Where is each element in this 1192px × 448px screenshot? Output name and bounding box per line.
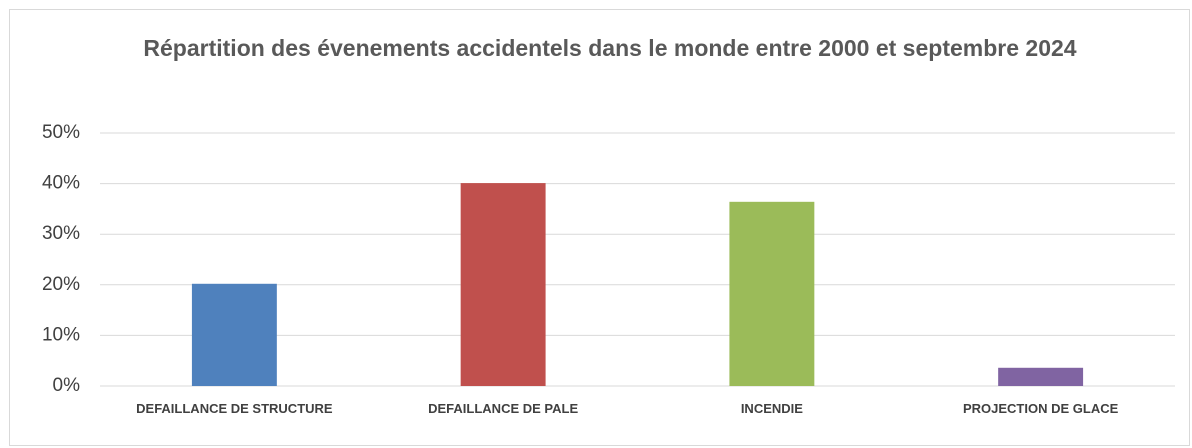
y-tick-label: 30% [42,223,80,244]
x-tick-label: PROJECTION DE GLACE [962,401,1119,416]
chart-title: Répartition des évenements accidentels d… [143,35,1077,61]
y-tick-label: 40% [42,173,80,194]
x-tick-label: DEFAILLANCE DE STRUCTURE [136,401,333,416]
y-tick-label: 20% [42,274,80,295]
y-tick-label: 10% [42,324,80,345]
y-tick-label: 0% [53,375,81,396]
bar [191,283,277,386]
x-tick-label: INCENDIE [740,401,803,416]
bar [998,367,1084,386]
bar [729,201,815,386]
y-tick-label: 50% [42,122,80,143]
bar [460,183,546,386]
x-tick-label: DEFAILLANCE DE PALE [428,401,579,416]
